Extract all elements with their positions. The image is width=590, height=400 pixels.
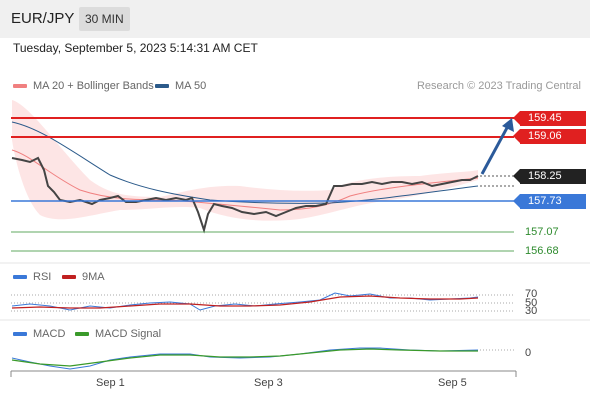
ma50-line <box>11 121 479 204</box>
rsi-ma-swatch <box>62 275 76 279</box>
currency-pair-title: EUR/JPY <box>11 10 75 27</box>
rsi-level-70: 70 <box>525 288 538 300</box>
ma50-swatch <box>155 84 169 88</box>
target-1-label: 157.07 <box>525 226 559 238</box>
ma20-swatch <box>13 84 27 88</box>
credit-text: Research © 2023 Trading Central <box>416 80 581 92</box>
macd-line <box>11 347 479 370</box>
legend-ma50-label: MA 50 <box>175 80 207 92</box>
projection-arrowhead <box>502 118 514 132</box>
macd-label: MACD <box>33 328 66 340</box>
resistance-1-tag: 159.06 <box>513 129 586 144</box>
timestamp: Tuesday, September 5, 2023 5:14:31 AM CE… <box>13 41 258 55</box>
legend-macd-signal: MACD Signal <box>75 328 161 340</box>
target-2-label: 156.68 <box>525 245 559 257</box>
support-tag: 157.73 <box>513 194 586 209</box>
legend-ma50: MA 50 <box>155 80 206 92</box>
legend-ma20-label: MA 20 + Bollinger Bands <box>33 80 154 92</box>
timeframe-button[interactable]: 30 MIN <box>79 7 130 31</box>
last-price-tag: 158.25 <box>513 169 586 184</box>
macd-signal-swatch <box>75 332 89 336</box>
xaxis-label-sep5: Sep 5 <box>438 377 467 389</box>
rsi-level-50: 50 <box>525 297 538 309</box>
legend-ma20: MA 20 + Bollinger Bands <box>13 80 154 92</box>
rsi-level-30: 30 <box>525 305 538 317</box>
macd-signal-line <box>11 348 478 367</box>
resistance-2-tag: 159.45 <box>513 111 586 126</box>
rsi-swatch <box>13 275 27 279</box>
macd-swatch <box>13 332 27 336</box>
xaxis-label-sep3: Sep 3 <box>254 377 283 389</box>
xaxis-label-sep1: Sep 1 <box>96 377 125 389</box>
ma20-line <box>11 149 479 211</box>
legend-macd: MACD <box>13 328 65 340</box>
rsi-ma-label: 9MA <box>82 271 105 283</box>
legend-rsi-ma: 9MA <box>62 271 105 283</box>
rsi-ma-line <box>11 295 479 309</box>
macd-zero-label: 0 <box>525 347 532 359</box>
bollinger-band <box>12 100 478 221</box>
legend-rsi: RSI <box>13 271 51 283</box>
macd-signal-label: MACD Signal <box>95 328 162 340</box>
rsi-label: RSI <box>33 271 52 283</box>
header-bar: EUR/JPY 30 MIN <box>0 0 590 38</box>
projection-arrow <box>480 125 510 175</box>
